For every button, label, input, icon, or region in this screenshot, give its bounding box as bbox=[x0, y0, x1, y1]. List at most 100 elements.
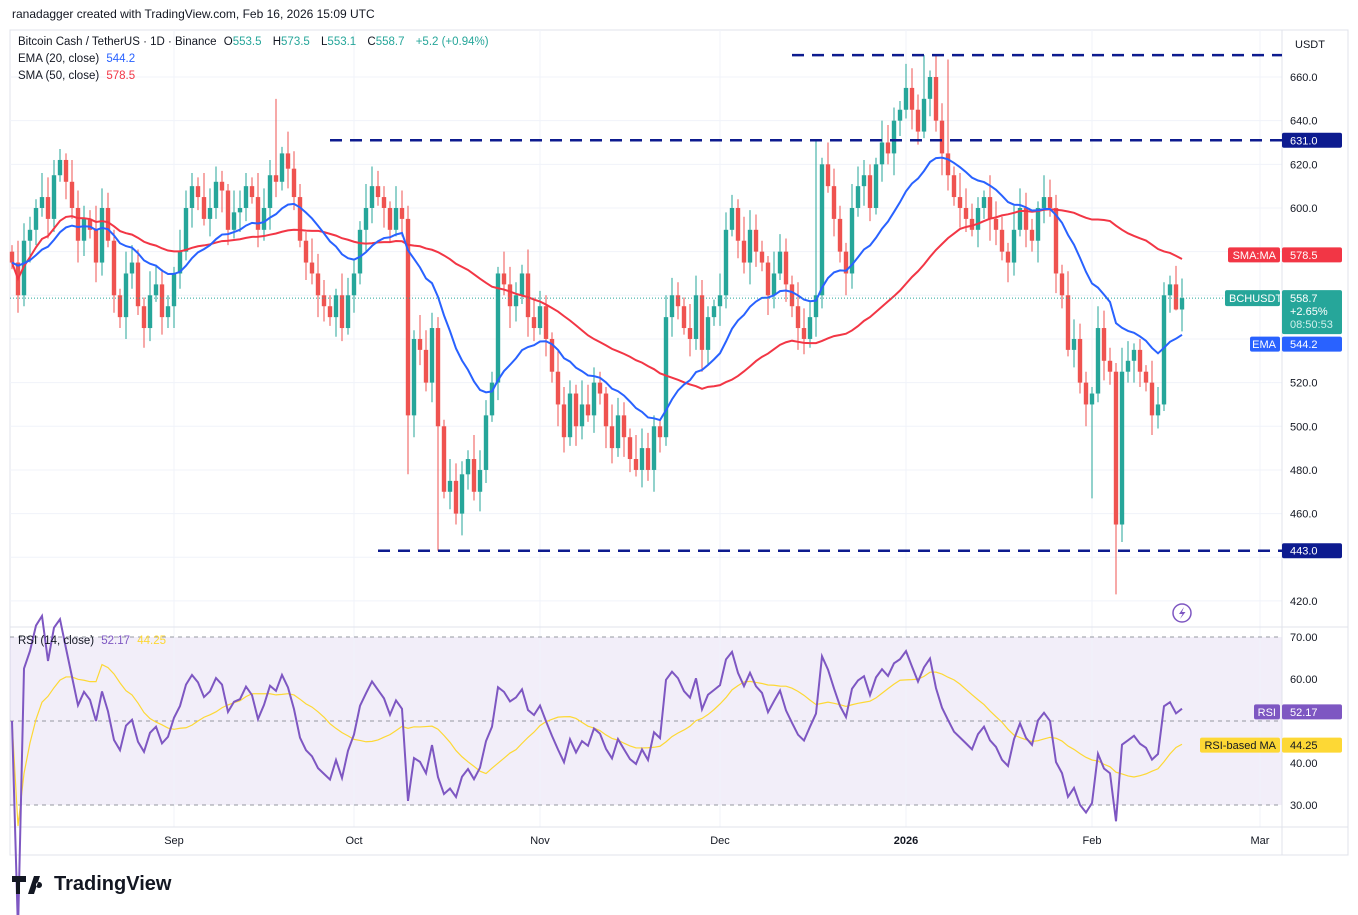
open-label: O bbox=[223, 36, 233, 48]
candle-body bbox=[603, 393, 609, 427]
candle-body bbox=[315, 273, 321, 296]
candle-body bbox=[33, 207, 39, 230]
candle-body bbox=[849, 207, 855, 274]
candle bbox=[195, 177, 201, 211]
time-tick-label: Sep bbox=[164, 835, 184, 847]
candle-body bbox=[405, 218, 411, 416]
candle bbox=[339, 273, 345, 342]
tradingview-logo[interactable]: TradingView bbox=[12, 873, 171, 896]
candle-body bbox=[747, 229, 753, 263]
price-tick-label: 480.0 bbox=[1290, 465, 1318, 477]
candle-body bbox=[681, 306, 687, 329]
candle bbox=[429, 312, 435, 403]
candle bbox=[435, 317, 441, 551]
candle bbox=[165, 295, 171, 329]
candle-body bbox=[207, 207, 213, 219]
candle-body bbox=[99, 207, 105, 263]
candle bbox=[753, 214, 759, 267]
candle-body bbox=[549, 338, 555, 372]
candle-body bbox=[639, 448, 645, 470]
candle-body bbox=[129, 262, 135, 274]
ema-axis-tag-label: EMA bbox=[1252, 339, 1277, 351]
candle bbox=[831, 168, 837, 237]
symbol-name[interactable]: Bitcoin Cash / TetherUS · 1D · Binance bbox=[18, 36, 217, 48]
sma-legend[interactable]: SMA (50, close) 578.5 bbox=[18, 70, 139, 82]
rsi-axis-tag-value-bg bbox=[1282, 704, 1342, 720]
candle bbox=[1107, 347, 1113, 385]
candle-body bbox=[693, 295, 699, 339]
candle bbox=[1173, 265, 1179, 311]
candle-body bbox=[975, 207, 981, 230]
candle bbox=[87, 210, 93, 239]
ema-legend[interactable]: EMA (20, close) 544.2 bbox=[18, 53, 139, 65]
candle bbox=[711, 299, 717, 326]
candle bbox=[639, 428, 645, 488]
candle-body bbox=[1179, 298, 1185, 310]
candle-body bbox=[561, 404, 567, 438]
candle-body bbox=[345, 295, 351, 329]
price-tick-label: 520.0 bbox=[1290, 378, 1318, 390]
candle-body bbox=[591, 382, 597, 416]
candle bbox=[645, 432, 651, 481]
candle-body bbox=[675, 295, 681, 307]
candle bbox=[675, 282, 681, 320]
candle-body bbox=[495, 273, 501, 383]
candle bbox=[579, 380, 585, 440]
candle-body bbox=[375, 186, 381, 198]
candle bbox=[705, 306, 711, 366]
candle-body bbox=[999, 229, 1005, 252]
candle bbox=[531, 297, 537, 342]
candle-body bbox=[903, 87, 909, 110]
candle-body bbox=[477, 469, 483, 492]
candle-body bbox=[555, 371, 561, 405]
candle-body bbox=[705, 317, 711, 350]
sma-50-line bbox=[11, 208, 1183, 390]
candle bbox=[573, 384, 579, 446]
candle-body bbox=[303, 240, 309, 263]
candle-body bbox=[711, 306, 717, 318]
candle-body bbox=[699, 295, 705, 350]
candle-body bbox=[1155, 404, 1161, 416]
candle-body bbox=[117, 295, 123, 318]
candle bbox=[717, 273, 723, 326]
candle bbox=[159, 269, 165, 335]
candle-body bbox=[1071, 338, 1077, 350]
candle bbox=[537, 290, 543, 335]
candle bbox=[549, 332, 555, 383]
time-tick-label: Dec bbox=[710, 835, 730, 847]
candle bbox=[279, 146, 285, 191]
candle bbox=[633, 435, 639, 477]
ema-20-line bbox=[11, 156, 1183, 422]
candle bbox=[1089, 386, 1095, 499]
candle-body bbox=[1137, 349, 1143, 372]
candle bbox=[57, 149, 63, 182]
rsi-label: RSI (14, close) bbox=[18, 635, 95, 647]
candle-body bbox=[1143, 371, 1149, 383]
candle bbox=[447, 459, 453, 510]
candle-body bbox=[609, 426, 615, 449]
candle bbox=[909, 68, 915, 130]
candle bbox=[465, 450, 471, 490]
candle-body bbox=[717, 295, 723, 307]
candle bbox=[1065, 271, 1071, 357]
candle bbox=[771, 251, 777, 309]
price-tick-label: 460.0 bbox=[1290, 509, 1318, 521]
candle-body bbox=[261, 207, 267, 230]
candle bbox=[885, 125, 891, 165]
low-label: L bbox=[321, 36, 328, 48]
candle bbox=[237, 190, 243, 232]
candle-body bbox=[45, 197, 51, 219]
candle-body bbox=[483, 415, 489, 470]
candle bbox=[363, 183, 369, 252]
candle bbox=[669, 277, 675, 337]
lightning-icon[interactable] bbox=[1172, 603, 1192, 623]
high-value: 573.5 bbox=[281, 36, 310, 48]
rsi-legend[interactable]: RSI (14, close) 52.17 44.25 bbox=[18, 635, 170, 647]
candle-body bbox=[285, 153, 291, 169]
candle bbox=[477, 450, 483, 512]
candle-body bbox=[891, 120, 897, 154]
candle-body bbox=[981, 197, 987, 208]
time-tick-label: Nov bbox=[530, 835, 550, 847]
